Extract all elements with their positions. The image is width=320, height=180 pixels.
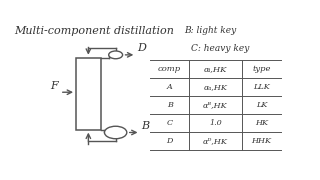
Text: comp: comp	[158, 65, 181, 73]
Text: LLK: LLK	[253, 84, 270, 91]
Bar	[76, 58, 101, 130]
Text: αₐ,HK: αₐ,HK	[204, 84, 228, 91]
Text: B: B	[167, 102, 172, 109]
Text: αᴰ,HK: αᴰ,HK	[203, 138, 228, 145]
Text: A: A	[167, 84, 172, 91]
Text: B: light key: B: light key	[184, 26, 236, 35]
Text: D: D	[166, 138, 173, 145]
Text: F: F	[50, 81, 58, 91]
Text: αᴮ,HK: αᴮ,HK	[203, 102, 228, 109]
Text: αᵢ,HK: αᵢ,HK	[204, 65, 227, 73]
Text: Multi-component distillation: Multi-component distillation	[15, 26, 174, 36]
Circle shape	[104, 126, 127, 139]
Text: type: type	[252, 65, 271, 73]
Circle shape	[109, 51, 123, 59]
Text: D: D	[137, 44, 146, 53]
Text: C: C	[166, 120, 173, 127]
Text: LK: LK	[256, 102, 267, 109]
Text: HK: HK	[255, 120, 268, 127]
Text: 1.0: 1.0	[209, 120, 222, 127]
Text: B: B	[141, 121, 149, 131]
Text: C: heavy key: C: heavy key	[191, 44, 250, 53]
Text: HHK: HHK	[251, 138, 271, 145]
